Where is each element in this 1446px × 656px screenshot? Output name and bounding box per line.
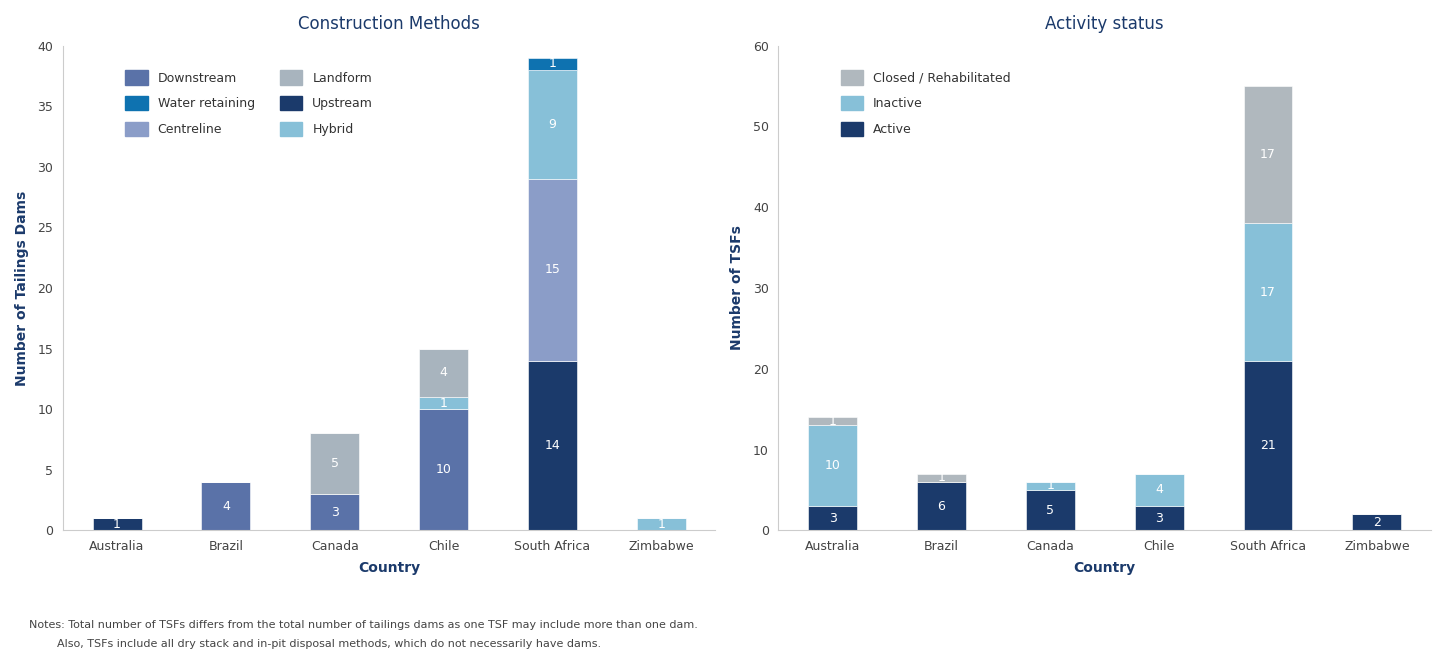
Y-axis label: Number of TSFs: Number of TSFs	[730, 226, 745, 350]
Text: 3: 3	[829, 512, 837, 525]
Text: 1: 1	[937, 472, 946, 484]
Title: Activity status: Activity status	[1045, 15, 1164, 33]
Bar	[528, 179, 577, 361]
Bar	[1244, 361, 1293, 530]
X-axis label: Country: Country	[359, 562, 421, 575]
Text: 1: 1	[440, 397, 448, 409]
Text: 10: 10	[435, 463, 451, 476]
Text: Also, TSFs include all dry stack and in-pit disposal methods, which do not neces: Also, TSFs include all dry stack and in-…	[29, 640, 602, 649]
Bar	[1135, 506, 1184, 530]
Legend: Downstream, Water retaining, Centreline, Landform, Upstream, Hybrid: Downstream, Water retaining, Centreline,…	[121, 66, 377, 140]
Text: 10: 10	[824, 459, 840, 472]
Bar	[419, 348, 469, 397]
Bar	[528, 361, 577, 530]
Bar	[808, 506, 857, 530]
Text: 4: 4	[440, 366, 448, 379]
Bar	[201, 482, 250, 530]
Bar	[917, 474, 966, 482]
Text: 5: 5	[1047, 504, 1054, 517]
Text: 15: 15	[545, 263, 561, 276]
Text: 14: 14	[545, 439, 560, 452]
Text: 3: 3	[1155, 512, 1163, 525]
Bar	[1025, 482, 1074, 490]
Bar	[528, 58, 577, 70]
Title: Construction Methods: Construction Methods	[298, 15, 480, 33]
Text: 17: 17	[1259, 285, 1275, 298]
Text: 4: 4	[1155, 483, 1163, 497]
Text: 1: 1	[829, 415, 837, 428]
Text: Notes: Total number of TSFs differs from the total number of tailings dams as on: Notes: Total number of TSFs differs from…	[29, 620, 698, 630]
Bar	[528, 70, 577, 179]
Bar	[311, 434, 359, 494]
Bar	[808, 425, 857, 506]
Bar	[1025, 490, 1074, 530]
Bar	[419, 397, 469, 409]
Text: 1: 1	[113, 518, 121, 531]
Legend: Closed / Rehabilitated, Inactive, Active: Closed / Rehabilitated, Inactive, Active	[837, 66, 1015, 140]
Y-axis label: Number of Tailings Dams: Number of Tailings Dams	[14, 190, 29, 386]
Bar	[311, 494, 359, 530]
Bar	[636, 518, 685, 530]
Bar	[1244, 224, 1293, 361]
Text: 4: 4	[223, 500, 230, 512]
Text: 1: 1	[1047, 480, 1054, 493]
Text: 17: 17	[1259, 148, 1275, 161]
Bar	[1352, 514, 1401, 530]
Bar	[808, 417, 857, 425]
Text: 5: 5	[331, 457, 338, 470]
Bar	[917, 482, 966, 530]
Text: 3: 3	[331, 506, 338, 519]
Text: 9: 9	[548, 118, 557, 131]
Bar	[1244, 86, 1293, 224]
Text: 6: 6	[937, 500, 946, 512]
Bar	[93, 518, 142, 530]
Text: 21: 21	[1259, 439, 1275, 452]
Bar	[1135, 474, 1184, 506]
Text: 2: 2	[1372, 516, 1381, 529]
X-axis label: Country: Country	[1074, 562, 1135, 575]
Text: 1: 1	[548, 57, 557, 70]
Text: 1: 1	[658, 518, 665, 531]
Bar	[419, 409, 469, 530]
